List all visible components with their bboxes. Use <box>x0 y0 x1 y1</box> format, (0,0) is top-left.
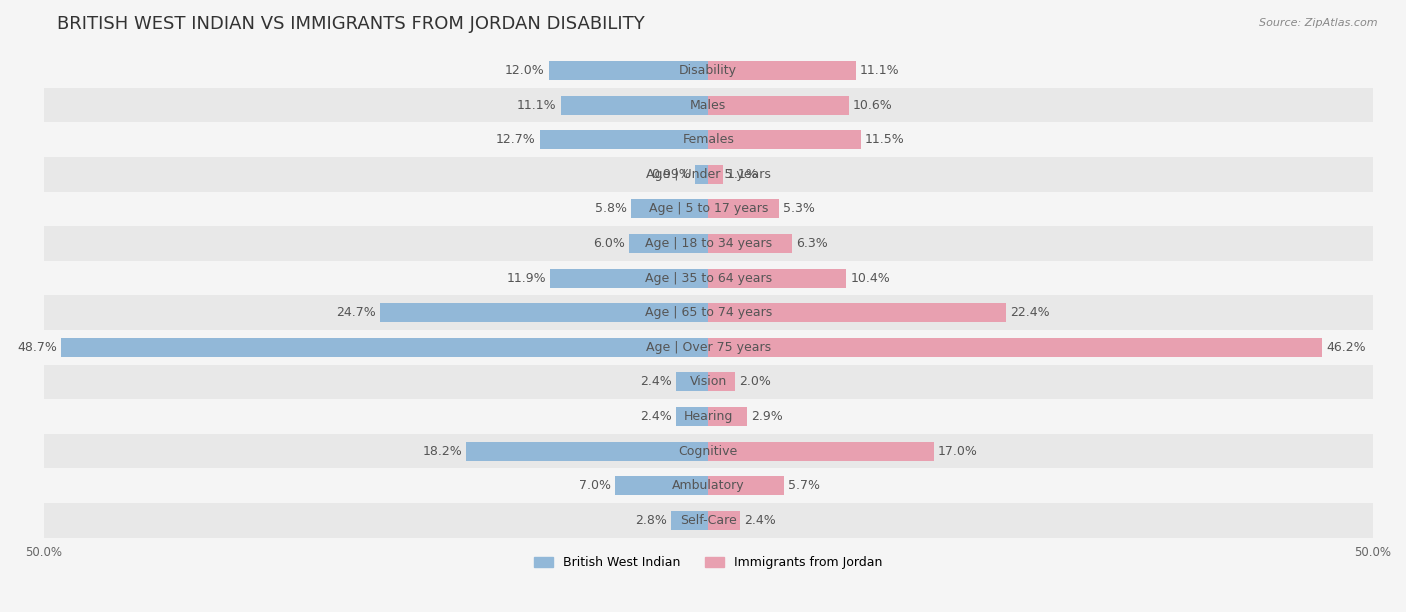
Bar <box>44 157 1372 192</box>
Text: 1.1%: 1.1% <box>727 168 759 181</box>
Text: Age | 35 to 64 years: Age | 35 to 64 years <box>645 272 772 285</box>
Text: 11.9%: 11.9% <box>506 272 546 285</box>
Text: 6.3%: 6.3% <box>796 237 828 250</box>
Bar <box>44 261 1372 296</box>
Bar <box>676 373 709 392</box>
Bar <box>550 269 709 288</box>
Text: 48.7%: 48.7% <box>17 341 58 354</box>
Bar <box>709 338 1322 357</box>
Text: Hearing: Hearing <box>683 410 733 423</box>
Text: 2.4%: 2.4% <box>641 410 672 423</box>
Bar <box>44 226 1372 261</box>
Bar <box>44 192 1372 226</box>
Text: 18.2%: 18.2% <box>423 445 463 458</box>
Text: 5.7%: 5.7% <box>787 479 820 492</box>
Bar <box>709 303 1005 323</box>
Bar <box>695 165 709 184</box>
Text: 11.1%: 11.1% <box>859 64 900 77</box>
Text: 46.2%: 46.2% <box>1326 341 1365 354</box>
Bar <box>540 130 709 149</box>
Bar <box>44 365 1372 399</box>
Text: 2.0%: 2.0% <box>738 375 770 389</box>
Bar <box>62 338 709 357</box>
Bar <box>44 434 1372 468</box>
Text: 2.4%: 2.4% <box>641 375 672 389</box>
Bar <box>380 303 709 323</box>
Text: 0.99%: 0.99% <box>651 168 692 181</box>
Bar <box>44 296 1372 330</box>
Text: 10.6%: 10.6% <box>853 99 893 111</box>
Text: BRITISH WEST INDIAN VS IMMIGRANTS FROM JORDAN DISABILITY: BRITISH WEST INDIAN VS IMMIGRANTS FROM J… <box>58 15 645 33</box>
Text: Vision: Vision <box>689 375 727 389</box>
Bar <box>44 330 1372 365</box>
Text: Males: Males <box>690 99 727 111</box>
Text: Cognitive: Cognitive <box>679 445 738 458</box>
Text: Disability: Disability <box>679 64 737 77</box>
Text: 22.4%: 22.4% <box>1010 306 1049 319</box>
Text: Age | Over 75 years: Age | Over 75 years <box>645 341 770 354</box>
Bar <box>709 269 846 288</box>
Bar <box>709 442 934 461</box>
Text: 12.7%: 12.7% <box>496 133 536 146</box>
Bar <box>44 399 1372 434</box>
Bar <box>548 61 709 80</box>
Text: 2.9%: 2.9% <box>751 410 783 423</box>
Text: Self-Care: Self-Care <box>681 514 737 527</box>
Text: 24.7%: 24.7% <box>336 306 377 319</box>
Bar <box>709 165 723 184</box>
Bar <box>676 407 709 426</box>
Legend: British West Indian, Immigrants from Jordan: British West Indian, Immigrants from Jor… <box>529 551 887 574</box>
Bar <box>709 407 747 426</box>
Text: 11.1%: 11.1% <box>517 99 557 111</box>
Text: 2.4%: 2.4% <box>744 514 776 527</box>
Bar <box>709 130 860 149</box>
Bar <box>709 234 792 253</box>
Bar <box>631 200 709 218</box>
Text: Age | 65 to 74 years: Age | 65 to 74 years <box>644 306 772 319</box>
Text: 11.5%: 11.5% <box>865 133 904 146</box>
Bar <box>44 53 1372 88</box>
Bar <box>467 442 709 461</box>
Text: 10.4%: 10.4% <box>851 272 890 285</box>
Bar <box>709 373 735 392</box>
Text: Age | Under 5 years: Age | Under 5 years <box>645 168 770 181</box>
Bar <box>616 476 709 495</box>
Text: Age | 18 to 34 years: Age | 18 to 34 years <box>645 237 772 250</box>
Bar <box>709 61 856 80</box>
Text: 6.0%: 6.0% <box>593 237 624 250</box>
Bar <box>628 234 709 253</box>
Text: 7.0%: 7.0% <box>579 479 612 492</box>
Bar <box>44 88 1372 122</box>
Bar <box>44 468 1372 503</box>
Bar <box>671 511 709 530</box>
Text: Ambulatory: Ambulatory <box>672 479 745 492</box>
Bar <box>561 95 709 114</box>
Bar <box>709 95 849 114</box>
Text: 5.3%: 5.3% <box>783 203 814 215</box>
Text: 17.0%: 17.0% <box>938 445 979 458</box>
Bar <box>44 122 1372 157</box>
Bar <box>44 503 1372 537</box>
Bar <box>709 511 740 530</box>
Text: Age | 5 to 17 years: Age | 5 to 17 years <box>648 203 768 215</box>
Text: 12.0%: 12.0% <box>505 64 546 77</box>
Text: Females: Females <box>682 133 734 146</box>
Text: Source: ZipAtlas.com: Source: ZipAtlas.com <box>1260 18 1378 28</box>
Text: 5.8%: 5.8% <box>595 203 627 215</box>
Bar <box>709 476 785 495</box>
Text: 2.8%: 2.8% <box>636 514 666 527</box>
Bar <box>709 200 779 218</box>
